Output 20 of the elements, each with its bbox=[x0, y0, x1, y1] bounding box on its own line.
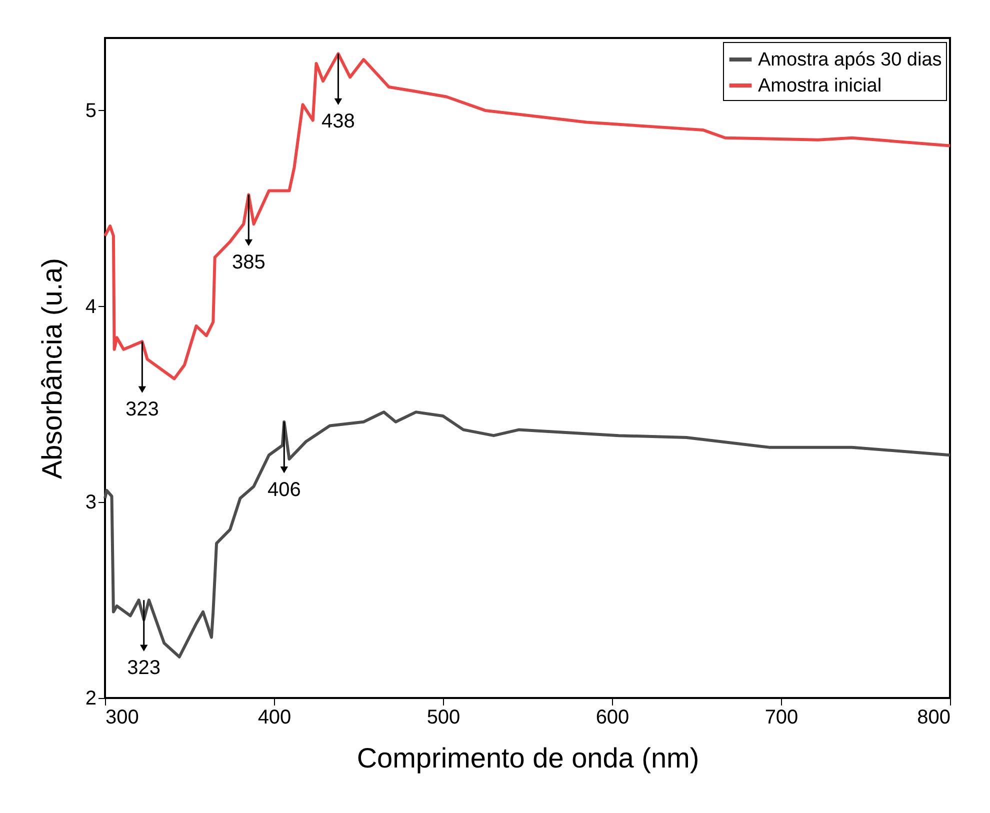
legend-label: Amostra após 30 dias bbox=[758, 50, 942, 70]
annotation: 406 bbox=[267, 478, 301, 501]
y-tick-label: 2 bbox=[85, 688, 96, 710]
y-tick-label: 5 bbox=[85, 100, 96, 122]
line-series bbox=[104, 52, 952, 380]
annotation: 385 bbox=[232, 252, 266, 274]
x-tick-label: 600 bbox=[596, 706, 630, 728]
x-tick-label: 500 bbox=[426, 706, 460, 728]
legend-label: Amostra inicial bbox=[758, 76, 882, 96]
y-tick-label: 4 bbox=[85, 296, 96, 318]
x-tick-label: 700 bbox=[764, 706, 798, 728]
annotation: 438 bbox=[322, 110, 355, 133]
x-axis-title: Comprimento de onda (nm) bbox=[356, 742, 700, 774]
y-tick-label: 3 bbox=[85, 492, 96, 514]
annotation: 323 bbox=[127, 657, 161, 680]
annotation: 323 bbox=[125, 398, 159, 421]
x-tick-label: 800 bbox=[917, 706, 950, 728]
y-axis-title: Absorbância (u.a) bbox=[36, 258, 68, 480]
x-tick-label: 300 bbox=[106, 706, 139, 728]
x-tick-label: 400 bbox=[258, 706, 292, 728]
